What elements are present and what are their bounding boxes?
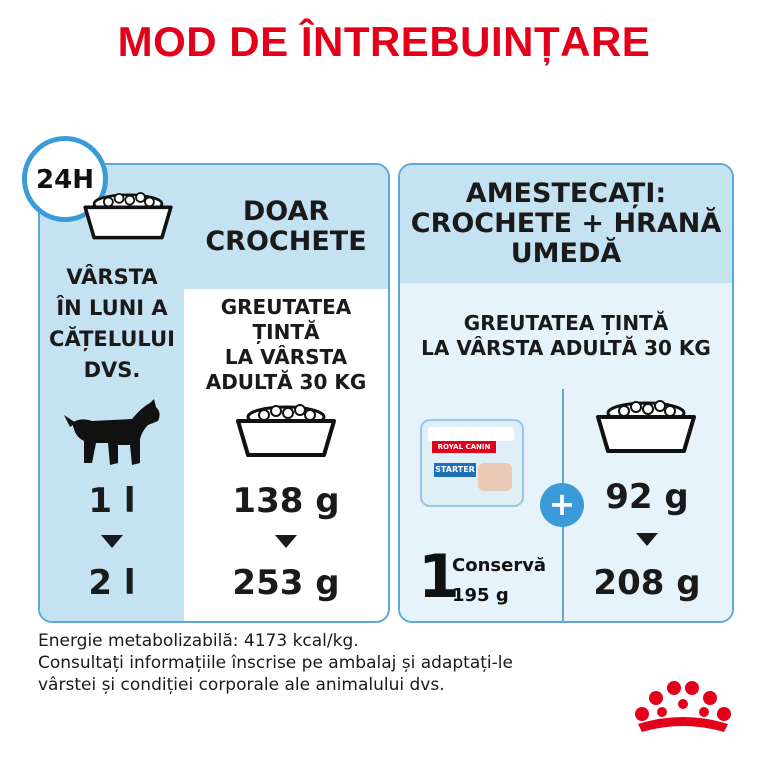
arrow-down-icon [101, 535, 123, 548]
puppy-icon [64, 399, 160, 465]
plus-icon: + [540, 483, 584, 527]
age-to-value: 2 l [88, 563, 136, 603]
mixed-dry-from-value: 92 g [605, 477, 689, 517]
energy-note: Energie metabolizabilă: 4173 kcal/kg. [38, 631, 359, 651]
can-label: Conservă [452, 555, 547, 576]
page-title: MOD DE ÎNTREBUINȚARE [117, 18, 651, 65]
dry-only-heading: DOAR CROCHETE [205, 196, 367, 257]
wet-food-can-image: ROYAL CANIN STARTER [420, 419, 524, 507]
food-bowl-icon [596, 400, 696, 453]
feeding-notes: Energie metabolizabilă: 4173 kcal/kg. Co… [38, 630, 638, 696]
puppy-age-label: VÂRSTA ÎN LUNI A CĂȚELULUI DVS. [49, 265, 175, 382]
food-bowl-icon [83, 192, 173, 240]
food-bowl-icon [236, 404, 336, 457]
arrow-down-icon [636, 533, 658, 546]
dry-heading-box [184, 165, 388, 289]
target-weight-label: GREUTATEA ȚINTĂ LA VÂRSTA ADULTĂ 30 KG [205, 295, 367, 394]
arrow-down-icon [275, 535, 297, 548]
dry-only-panel: DOAR CROCHETE VÂRSTA ÎN LUNI A CĂȚELULUI DV… [38, 163, 390, 623]
can-count: 1 [418, 542, 460, 612]
mixed-feeding-panel: AMESTECAȚI: CROCHETE + HRANĂ UMEDĂ GREUTAT… [398, 163, 734, 623]
mixed-heading: AMESTECAȚI: CROCHETE + HRANĂ UMEDĂ [410, 178, 722, 269]
mixed-heading-box [400, 165, 732, 283]
age-from-value: 1 l [88, 481, 136, 521]
advice-note-line2: vârstei și condiției corporale ale anima… [38, 675, 445, 695]
can-weight: 195 g [452, 585, 509, 606]
dry-to-value: 253 g [232, 563, 340, 603]
royal-canin-crown-logo [635, 681, 731, 732]
advice-note-line1: Consultați informațiile înscrise pe amba… [38, 653, 513, 673]
target-weight-label: GREUTATEA ȚINTĂ LA VÂRSTA ADULTĂ 30 KG [421, 311, 711, 360]
mixed-dry-to-value: 208 g [593, 563, 701, 603]
dry-from-value: 138 g [232, 481, 340, 521]
clock-24h-icon: 24H [22, 136, 108, 222]
